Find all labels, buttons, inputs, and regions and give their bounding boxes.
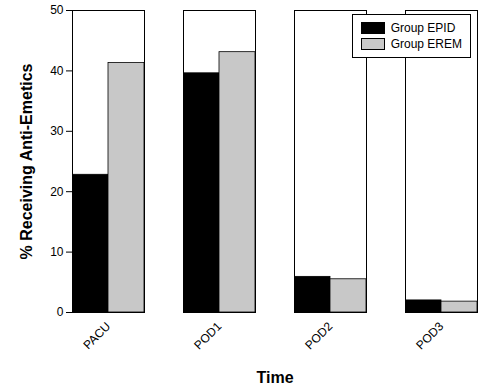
svg-text:50: 50	[50, 3, 64, 17]
svg-text:% Receiving Anti-Emetics: % Receiving Anti-Emetics	[18, 63, 35, 259]
svg-text:40: 40	[50, 64, 64, 78]
svg-text:20: 20	[50, 185, 64, 199]
svg-text:Time: Time	[256, 369, 293, 386]
svg-text:POD3: POD3	[413, 319, 446, 352]
svg-text:POD1: POD1	[191, 319, 224, 352]
svg-text:PACU: PACU	[80, 319, 113, 352]
html-text:Group EREM: Group EREM	[390, 37, 462, 51]
svg-text:10: 10	[50, 245, 64, 259]
svg-text:0: 0	[57, 305, 64, 319]
svg-text:30: 30	[50, 124, 64, 138]
html-text:Group EPID: Group EPID	[390, 21, 456, 35]
svg-text:POD2: POD2	[302, 319, 335, 352]
